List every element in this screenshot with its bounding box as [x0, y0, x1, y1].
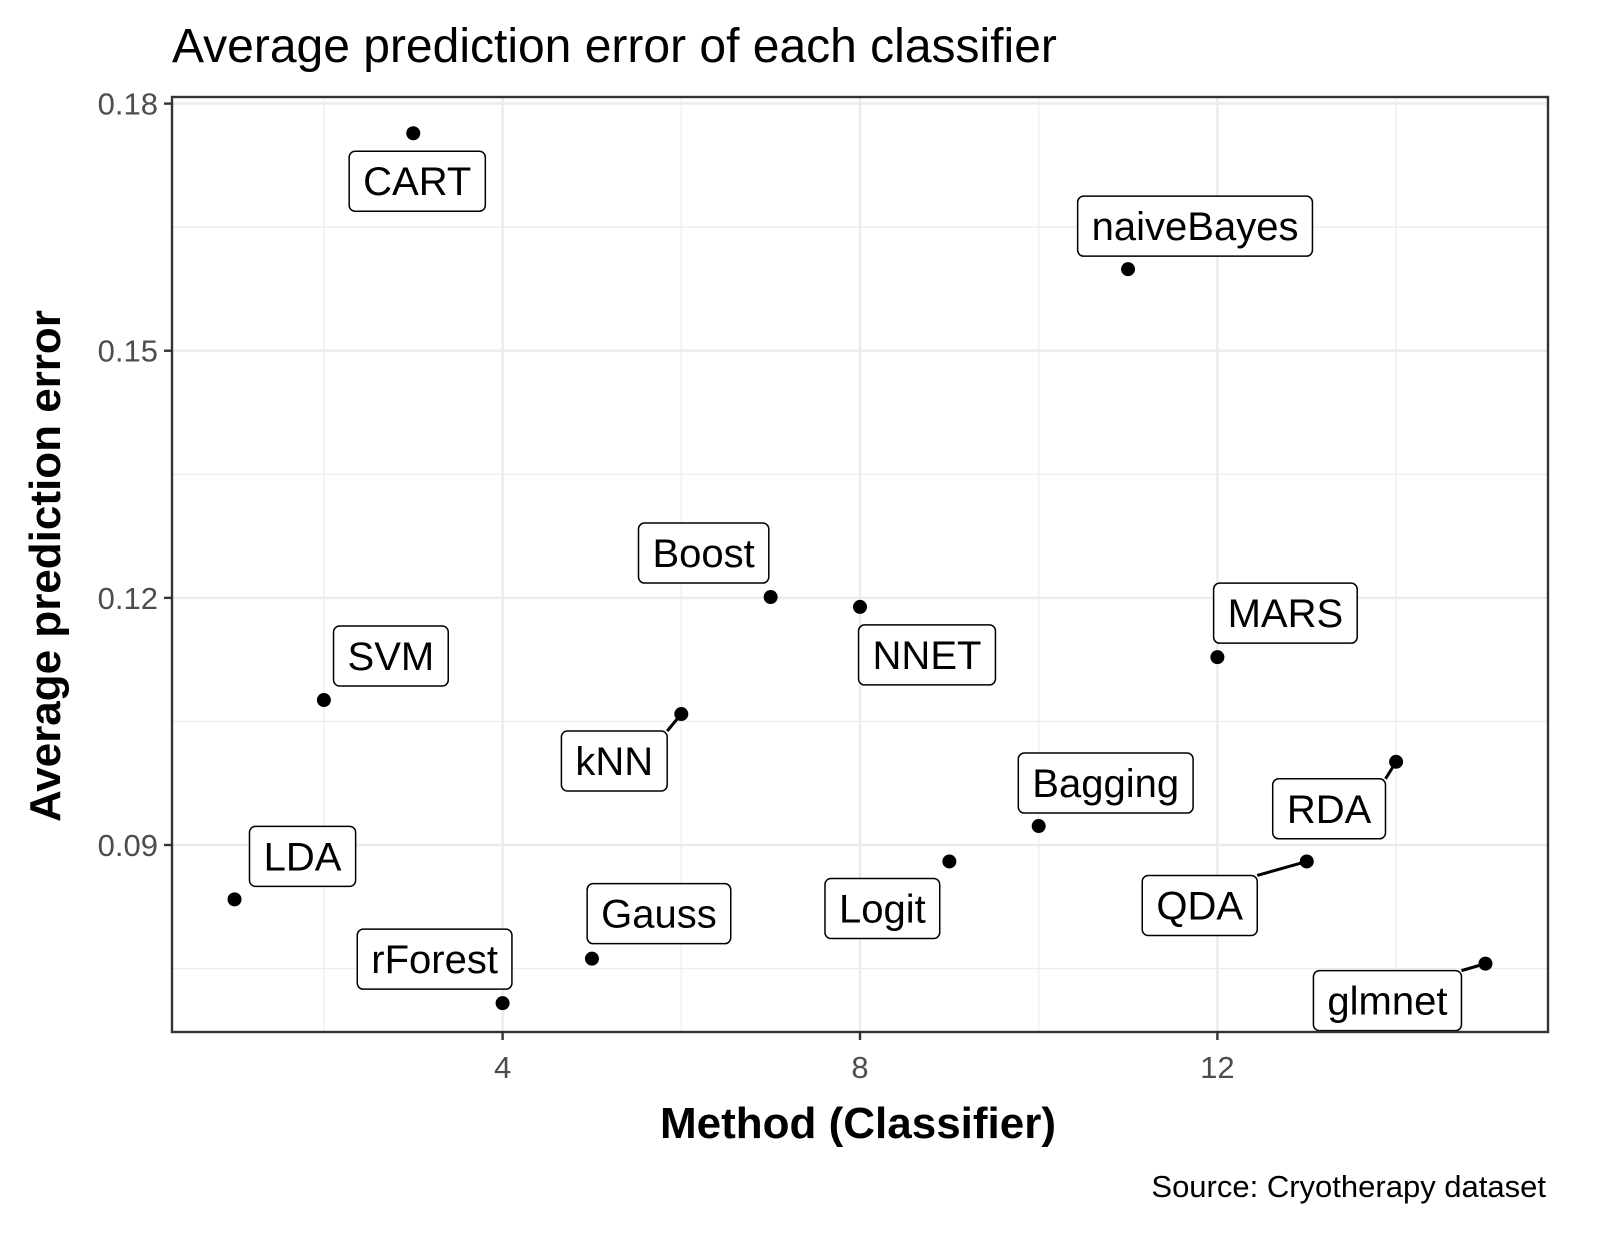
point-label: LDA [264, 835, 342, 879]
data-points [227, 126, 1493, 1011]
point-label-box [1271, 778, 1387, 840]
point-label-box [586, 882, 732, 945]
point-label: Boost [653, 532, 755, 576]
point-label-box [348, 150, 487, 212]
point-label: CART [363, 160, 471, 204]
data-point [495, 996, 510, 1011]
point-label: MARS [1228, 592, 1344, 636]
data-point [1121, 262, 1136, 277]
point-label-box [637, 522, 770, 584]
y-axis: 0.09 0.12 0.15 0.18 [98, 87, 172, 863]
point-labels: LDA SVM CART rForest Gauss kNN Boost NNET Logit B… [248, 150, 1463, 1032]
x-tick-label: 8 [851, 1050, 868, 1085]
point-label: QDA [1156, 884, 1243, 928]
point-label-box [560, 730, 668, 792]
point-label-box [248, 825, 357, 888]
point-label: glmnet [1327, 980, 1447, 1024]
data-point [1210, 650, 1225, 665]
point-label: naiveBayes [1092, 205, 1299, 249]
point-label-box [1141, 874, 1259, 937]
y-tick-label: 0.18 [98, 87, 158, 122]
point-label: RDA [1287, 788, 1372, 832]
point-label: Bagging [1032, 762, 1179, 806]
point-label-box [857, 624, 997, 686]
point-label: NNET [873, 634, 982, 678]
point-label-box [1212, 582, 1358, 644]
y-tick-label: 0.12 [98, 581, 158, 616]
point-label: rForest [371, 938, 498, 982]
point-label-box [356, 928, 513, 990]
label-connector [1256, 860, 1308, 877]
point-label-box [1312, 969, 1463, 1032]
point-label-box [824, 877, 941, 940]
point-label: SVM [348, 635, 435, 679]
data-point [584, 951, 599, 966]
data-point [942, 854, 957, 869]
data-point [227, 892, 242, 907]
point-label-box [332, 625, 449, 687]
data-point [1031, 819, 1046, 834]
point-label: Logit [839, 887, 926, 931]
data-point [674, 707, 689, 722]
point-label: kNN [575, 740, 653, 784]
point-label-box [1017, 752, 1194, 814]
x-axis-title: Method (Classifier) [660, 1099, 1056, 1148]
data-point [1299, 854, 1314, 869]
x-tick-label: 12 [1200, 1050, 1234, 1085]
data-point [316, 693, 331, 708]
x-tick-label: 4 [494, 1050, 511, 1085]
data-point [406, 126, 421, 141]
x-axis: 4 8 12 [494, 1032, 1235, 1085]
data-point [853, 599, 867, 614]
y-tick-label: 0.15 [98, 334, 158, 369]
data-point [1478, 956, 1493, 971]
point-label-box [1076, 195, 1314, 257]
caption: Source: Cryotherapy dataset [1151, 1169, 1546, 1204]
data-point [763, 590, 778, 605]
point-label: Gauss [601, 893, 717, 937]
data-point [1389, 754, 1404, 769]
y-axis-title: Average prediction error [21, 310, 70, 822]
chart-title: Average prediction error of each classif… [172, 20, 1057, 73]
y-tick-label: 0.09 [98, 828, 158, 863]
